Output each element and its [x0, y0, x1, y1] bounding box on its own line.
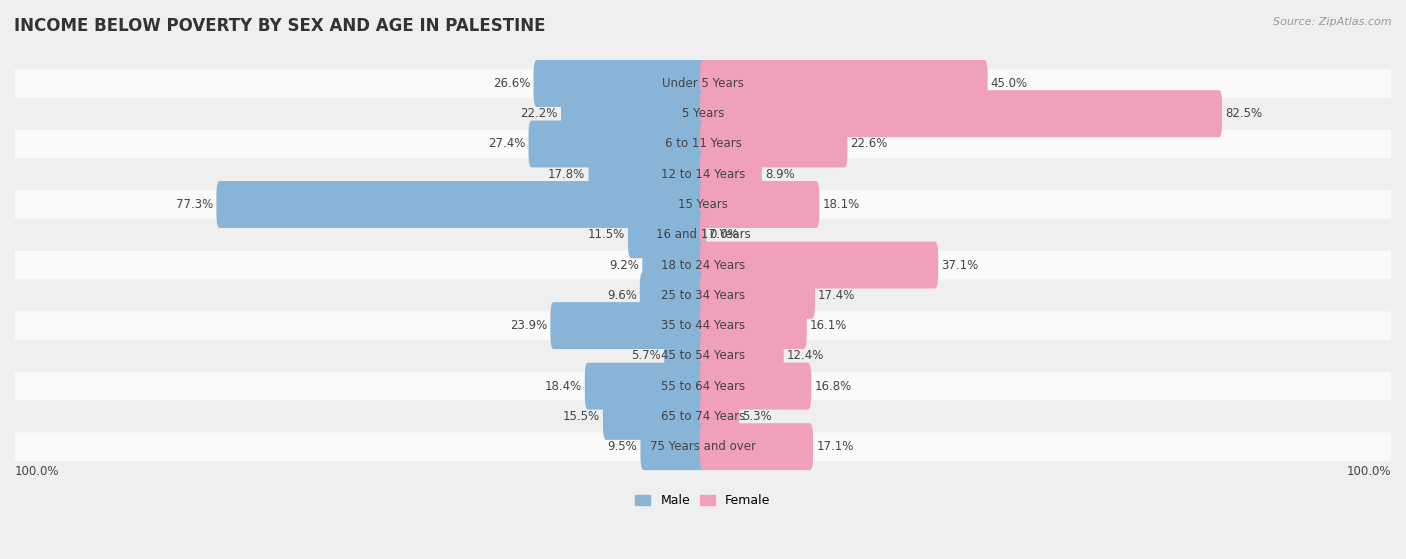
FancyBboxPatch shape: [585, 363, 706, 410]
Text: 15 Years: 15 Years: [678, 198, 728, 211]
Text: 37.1%: 37.1%: [941, 259, 979, 272]
FancyBboxPatch shape: [700, 121, 848, 168]
FancyBboxPatch shape: [700, 333, 783, 380]
FancyBboxPatch shape: [603, 393, 706, 440]
FancyBboxPatch shape: [700, 393, 740, 440]
FancyBboxPatch shape: [3, 433, 1403, 461]
Text: 0.0%: 0.0%: [709, 228, 740, 241]
FancyBboxPatch shape: [700, 60, 987, 107]
FancyBboxPatch shape: [3, 251, 1403, 280]
Text: 25 to 34 Years: 25 to 34 Years: [661, 289, 745, 302]
Text: 26.6%: 26.6%: [494, 77, 530, 90]
FancyBboxPatch shape: [529, 121, 706, 168]
Text: 17.8%: 17.8%: [548, 168, 585, 181]
Text: INCOME BELOW POVERTY BY SEX AND AGE IN PALESTINE: INCOME BELOW POVERTY BY SEX AND AGE IN P…: [14, 17, 546, 35]
Text: 18 to 24 Years: 18 to 24 Years: [661, 259, 745, 272]
Text: 9.6%: 9.6%: [607, 289, 637, 302]
Legend: Male, Female: Male, Female: [630, 490, 776, 513]
Text: 16.8%: 16.8%: [814, 380, 852, 392]
FancyBboxPatch shape: [700, 181, 820, 228]
FancyBboxPatch shape: [643, 241, 706, 288]
FancyBboxPatch shape: [589, 151, 706, 198]
FancyBboxPatch shape: [700, 241, 938, 288]
Text: 45 to 54 Years: 45 to 54 Years: [661, 349, 745, 362]
Text: 75 Years and over: 75 Years and over: [650, 440, 756, 453]
Text: 8.9%: 8.9%: [765, 168, 794, 181]
Text: 27.4%: 27.4%: [488, 138, 526, 150]
FancyBboxPatch shape: [3, 190, 1403, 219]
FancyBboxPatch shape: [3, 100, 1403, 128]
FancyBboxPatch shape: [640, 272, 706, 319]
FancyBboxPatch shape: [700, 90, 1222, 137]
FancyBboxPatch shape: [700, 363, 811, 410]
Text: 100.0%: 100.0%: [1347, 466, 1391, 479]
FancyBboxPatch shape: [217, 181, 706, 228]
FancyBboxPatch shape: [533, 60, 706, 107]
FancyBboxPatch shape: [3, 342, 1403, 370]
Text: 100.0%: 100.0%: [15, 466, 59, 479]
FancyBboxPatch shape: [3, 372, 1403, 400]
FancyBboxPatch shape: [3, 402, 1403, 430]
Text: 82.5%: 82.5%: [1225, 107, 1263, 120]
Text: 77.3%: 77.3%: [176, 198, 214, 211]
Text: 9.5%: 9.5%: [607, 440, 637, 453]
Text: 5 Years: 5 Years: [682, 107, 724, 120]
Text: 23.9%: 23.9%: [510, 319, 547, 332]
Text: 22.6%: 22.6%: [851, 138, 889, 150]
FancyBboxPatch shape: [3, 311, 1403, 340]
Text: 12.4%: 12.4%: [787, 349, 824, 362]
FancyBboxPatch shape: [700, 211, 706, 258]
FancyBboxPatch shape: [664, 333, 706, 380]
FancyBboxPatch shape: [700, 423, 813, 470]
Text: 9.2%: 9.2%: [609, 259, 640, 272]
Text: 6 to 11 Years: 6 to 11 Years: [665, 138, 741, 150]
FancyBboxPatch shape: [3, 160, 1403, 188]
Text: Source: ZipAtlas.com: Source: ZipAtlas.com: [1274, 17, 1392, 27]
Text: 17.4%: 17.4%: [818, 289, 855, 302]
Text: Under 5 Years: Under 5 Years: [662, 77, 744, 90]
FancyBboxPatch shape: [700, 302, 807, 349]
Text: 55 to 64 Years: 55 to 64 Years: [661, 380, 745, 392]
FancyBboxPatch shape: [3, 69, 1403, 98]
Text: 17.1%: 17.1%: [817, 440, 853, 453]
Text: 18.1%: 18.1%: [823, 198, 859, 211]
FancyBboxPatch shape: [628, 211, 706, 258]
Text: 5.7%: 5.7%: [631, 349, 661, 362]
Text: 16.1%: 16.1%: [810, 319, 848, 332]
FancyBboxPatch shape: [561, 90, 706, 137]
Text: 45.0%: 45.0%: [991, 77, 1028, 90]
FancyBboxPatch shape: [700, 151, 762, 198]
Text: 12 to 14 Years: 12 to 14 Years: [661, 168, 745, 181]
Text: 15.5%: 15.5%: [562, 410, 600, 423]
Text: 16 and 17 Years: 16 and 17 Years: [655, 228, 751, 241]
FancyBboxPatch shape: [550, 302, 706, 349]
Text: 18.4%: 18.4%: [544, 380, 582, 392]
FancyBboxPatch shape: [700, 272, 815, 319]
FancyBboxPatch shape: [3, 130, 1403, 158]
FancyBboxPatch shape: [3, 221, 1403, 249]
Text: 11.5%: 11.5%: [588, 228, 624, 241]
Text: 65 to 74 Years: 65 to 74 Years: [661, 410, 745, 423]
Text: 35 to 44 Years: 35 to 44 Years: [661, 319, 745, 332]
FancyBboxPatch shape: [3, 281, 1403, 310]
Text: 5.3%: 5.3%: [742, 410, 772, 423]
Text: 22.2%: 22.2%: [520, 107, 558, 120]
FancyBboxPatch shape: [641, 423, 706, 470]
